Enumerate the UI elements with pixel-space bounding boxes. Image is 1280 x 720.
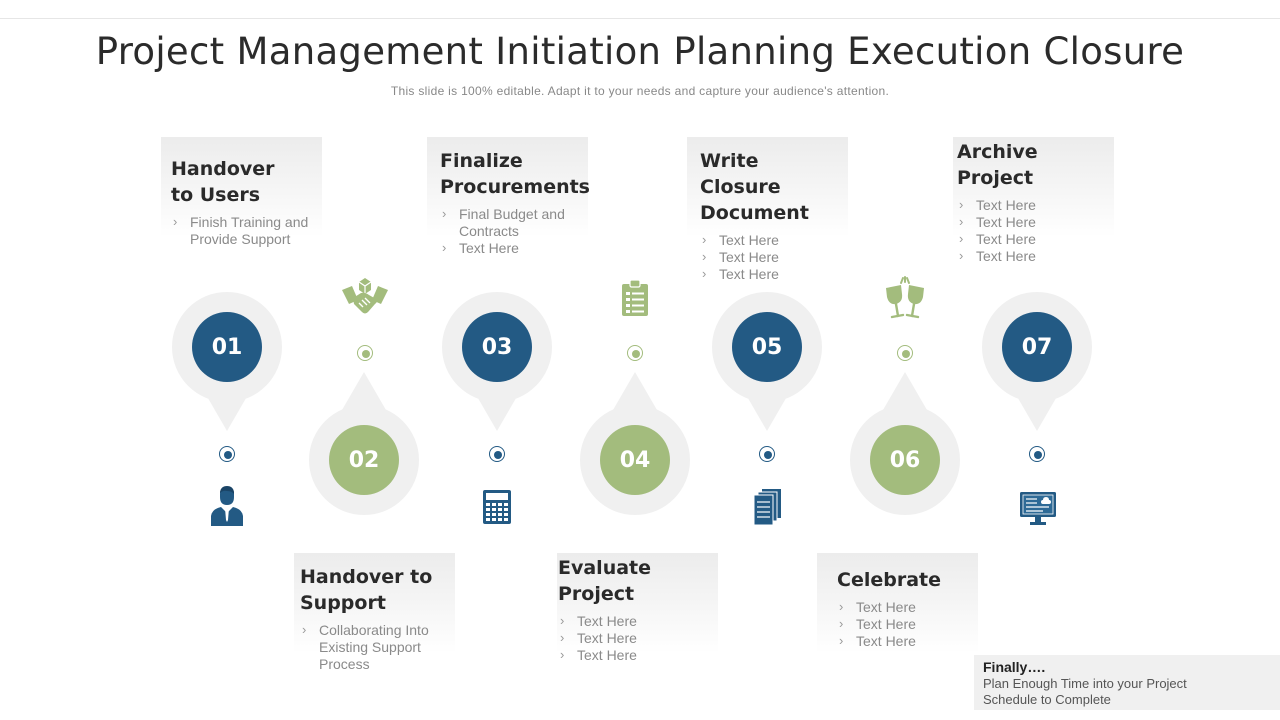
step-number-01: 01 [192,312,262,382]
step-number-04: 04 [600,425,670,495]
step-card-04: Evaluate Project Text Here Text Here Tex… [557,553,718,663]
pin-dot-02 [357,345,373,361]
pin-dot-01 [219,446,235,462]
step-number-02: 02 [329,425,399,495]
page-subtitle: This slide is 100% editable. Adapt it to… [390,84,890,98]
pin-tail-06 [883,372,927,410]
step-title-06: Celebrate [837,569,941,591]
step-pin-03: 03 [442,292,552,402]
documents-icon [753,489,781,526]
step-point: Final Budget and Contracts [440,205,578,240]
step-title-01: Handover to Users [171,158,275,206]
step-point: Collaborating Into Existing Support Proc… [300,621,445,673]
step-title-04: Evaluate Project [558,557,652,605]
toast-glasses-icon [886,276,924,319]
finally-text-line1: Plan Enough Time into your Project [983,676,1187,691]
step-point: Text Here [957,196,1104,214]
step-title-02: Handover to Support [300,566,433,614]
step-point: Text Here [700,231,838,249]
step-point: Text Here [558,612,708,630]
step-card-07: Archive Project Text Here Text Here Text… [953,137,1114,264]
step-point: Text Here [837,598,968,616]
step-number-06: 06 [870,425,940,495]
calculator-icon [483,490,511,524]
step-card-06: Celebrate Text Here Text Here Text Here [817,553,978,653]
step-point: Text Here [558,646,708,664]
step-points-02: Collaborating Into Existing Support Proc… [300,621,445,673]
step-number-03: 03 [462,312,532,382]
step-point: Text Here [957,247,1104,265]
top-divider [0,18,1280,19]
step-point: Finish Training and Provide Support [171,213,312,248]
page-title: Project Management Initiation Planning E… [95,30,1185,73]
step-point: Text Here [957,230,1104,248]
step-point: Text Here [837,632,968,650]
pin-dot-06 [897,345,913,361]
step-title-05: Write Closure Document [700,150,809,224]
step-points-05: Text Here Text Here Text Here [700,231,838,283]
archive-monitor-icon [1020,492,1056,525]
step-points-07: Text Here Text Here Text Here Text Here [957,196,1104,265]
step-points-04: Text Here Text Here Text Here [558,612,708,664]
step-point: Text Here [440,239,578,257]
pin-tail-04 [613,372,657,410]
step-pin-05: 05 [712,292,822,402]
step-number-05: 05 [732,312,802,382]
step-pin-06: 06 [850,405,960,515]
handshake-icon [342,278,388,314]
step-card-01: Handover to Users Finish Training and Pr… [161,137,322,247]
step-card-05: Write Closure Document Text Here Text He… [687,137,848,282]
step-pin-04: 04 [580,405,690,515]
step-title-03: Finalize Procurements [440,150,590,198]
step-point: Text Here [837,615,968,633]
finally-title: Finally…. [983,659,1046,675]
step-title-07: Archive Project [957,141,1038,189]
user-icon [211,486,243,526]
pin-dot-07 [1029,446,1045,462]
finally-note: Finally…. Plan Enough Time into your Pro… [974,655,1280,710]
step-card-03: Finalize Procurements Final Budget and C… [427,137,590,256]
step-card-02: Handover to Support Collaborating Into E… [294,553,455,672]
step-points-06: Text Here Text Here Text Here [837,598,968,650]
step-point: Text Here [700,248,838,266]
pin-dot-03 [489,446,505,462]
step-pin-01: 01 [172,292,282,402]
clipboard-icon [622,279,648,316]
step-points-01: Finish Training and Provide Support [171,213,312,248]
step-pin-02: 02 [309,405,419,515]
step-number-07: 07 [1002,312,1072,382]
step-point: Text Here [558,629,708,647]
pin-tail-02 [342,372,386,410]
finally-text-line2: Schedule to Complete [983,692,1111,707]
pin-dot-05 [759,446,775,462]
step-points-03: Final Budget and Contracts Text Here [440,205,578,257]
pin-dot-04 [627,345,643,361]
step-point: Text Here [957,213,1104,231]
step-pin-07: 07 [982,292,1092,402]
step-point: Text Here [700,265,838,283]
